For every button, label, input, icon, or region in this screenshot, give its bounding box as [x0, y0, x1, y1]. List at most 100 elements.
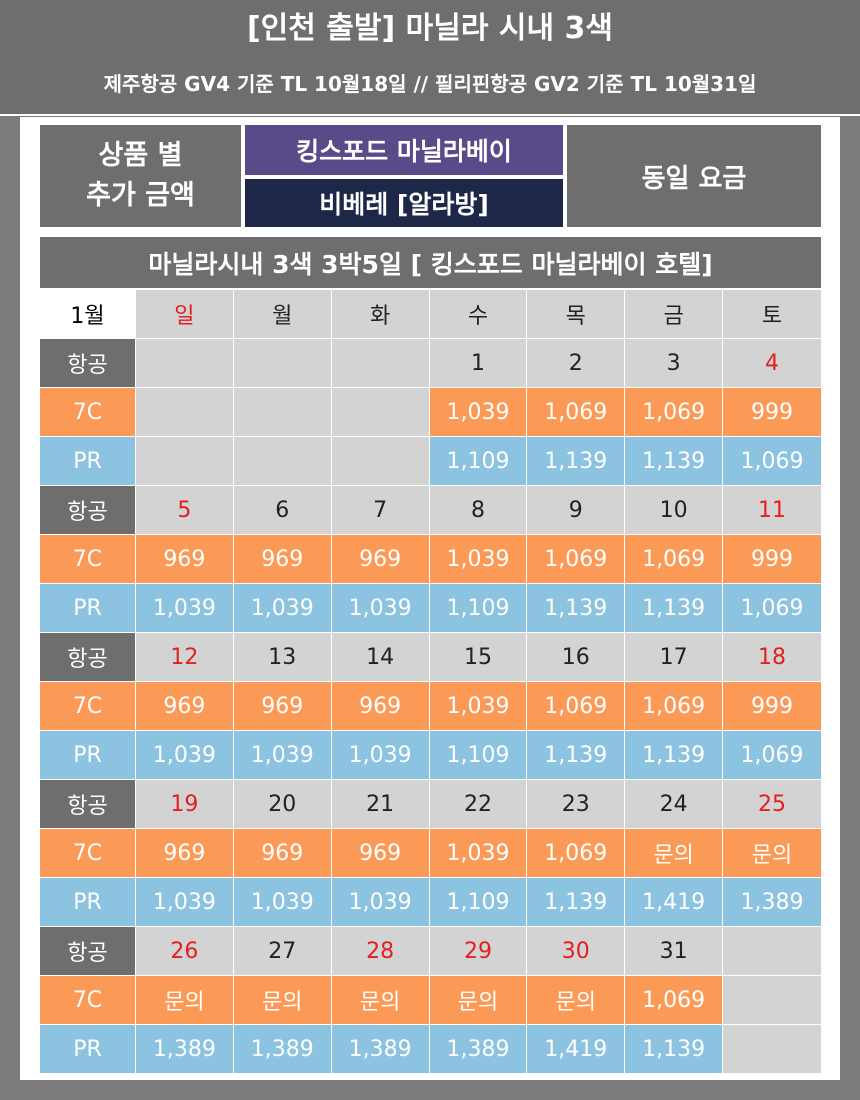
date-cell: [723, 927, 821, 976]
date-cell: 25: [723, 780, 821, 829]
price-cell: 999: [723, 535, 821, 584]
price-cell: 1,389: [429, 1025, 528, 1074]
weekday-wed: 수: [429, 290, 528, 339]
date-cell: 3: [625, 339, 724, 388]
airline-row-label: 항공: [40, 339, 136, 388]
price-cell: 1,069: [625, 535, 724, 584]
price-cell: 문의: [331, 976, 430, 1025]
price-row-7c: 7C 969 969 969 1,039 1,069 1,069 999: [40, 535, 821, 584]
same-price-note: 동일 요금: [567, 125, 821, 227]
date-cell: 23: [527, 780, 626, 829]
page-header: [인천 출발] 마닐라 시내 3색 제주항공 GV4 기준 TL 10월18일 …: [0, 0, 860, 116]
price-cell: 1,039: [136, 584, 234, 633]
price-cell: 999: [723, 682, 821, 731]
date-cell: [233, 339, 332, 388]
price-cell: 1,139: [527, 731, 626, 780]
price-cell: 1,039: [429, 682, 528, 731]
date-cell: 21: [331, 780, 430, 829]
price-cell: 1,069: [625, 388, 724, 437]
package-banner: 마닐라시내 3색 3박5일 [ 킹스포드 마닐라베이 호텔]: [40, 237, 821, 288]
date-row: 항공 19 20 21 22 23 24 25: [40, 780, 821, 829]
price-cell: [233, 388, 332, 437]
price-row-7c: 7C 969 969 969 1,039 1,069 문의 문의: [40, 829, 821, 878]
price-cell: 1,139: [527, 437, 626, 486]
airline-code-label: 7C: [40, 682, 136, 731]
weekday-tue: 화: [331, 290, 430, 339]
date-cell: 8: [429, 486, 528, 535]
date-cell: 7: [331, 486, 430, 535]
airline-row-label: 항공: [40, 486, 136, 535]
price-cell: 1,069: [527, 535, 626, 584]
price-cell: 969: [331, 682, 430, 731]
summary-label-line2: 추가 금액: [86, 180, 195, 211]
price-cell: 1,069: [723, 731, 821, 780]
airline-code-label: 7C: [40, 976, 136, 1025]
price-cell: 1,139: [625, 584, 724, 633]
month-label: 1월: [40, 290, 136, 339]
price-cell: 1,419: [625, 878, 724, 927]
airline-row-label: 항공: [40, 780, 136, 829]
airline-row-label: 항공: [40, 927, 136, 976]
weekday-sun: 일: [136, 290, 234, 339]
date-cell: 15: [429, 633, 528, 682]
date-cell: 22: [429, 780, 528, 829]
airline-code-label: 7C: [40, 388, 136, 437]
date-cell: 17: [625, 633, 724, 682]
date-cell: 29: [429, 927, 528, 976]
price-row-pr: PR 1,389 1,389 1,389 1,389 1,419 1,139: [40, 1025, 821, 1074]
summary-label-line1: 상품 별: [98, 140, 183, 171]
date-cell: 20: [233, 780, 332, 829]
date-cell: 5: [136, 486, 234, 535]
date-cell: 11: [723, 486, 821, 535]
price-cell: 1,039: [136, 878, 234, 927]
price-cell: 969: [331, 829, 430, 878]
weekday-mon: 월: [233, 290, 332, 339]
price-row-7c: 7C 문의 문의 문의 문의 문의 1,069: [40, 976, 821, 1025]
price-cell: 1,109: [429, 878, 528, 927]
price-cell: [723, 1025, 821, 1074]
price-cell: 1,069: [625, 976, 724, 1025]
content-panel: 상품 별 추가 금액 킹스포드 마닐라베이 비베레 [알라방] 동일 요금 마닐…: [20, 117, 840, 1080]
price-calendar: 1월 일 월 화 수 목 금 토 항공 1 2 3 4 7C 1,039 1,069 1,069 999 PR 1,1…: [40, 290, 821, 1074]
hotel-option-2: 비베레 [알라방]: [245, 179, 563, 227]
date-cell: [331, 339, 430, 388]
price-cell: 969: [233, 829, 332, 878]
date-cell: 30: [527, 927, 626, 976]
date-cell: 1: [429, 339, 528, 388]
price-cell: [331, 437, 430, 486]
price-cell: 1,139: [625, 1025, 724, 1074]
price-cell: 1,069: [723, 437, 821, 486]
weekday-header-row: 1월 일 월 화 수 목 금 토: [40, 290, 821, 339]
price-cell: [233, 437, 332, 486]
price-cell: 1,109: [429, 731, 528, 780]
price-cell: 1,389: [136, 1025, 234, 1074]
price-cell: 1,039: [331, 878, 430, 927]
price-cell: 1,069: [527, 682, 626, 731]
date-cell: 24: [625, 780, 724, 829]
price-cell: 1,069: [625, 682, 724, 731]
price-row-pr: PR 1,039 1,039 1,039 1,109 1,139 1,139 1,069: [40, 731, 821, 780]
date-row: 항공 12 13 14 15 16 17 18: [40, 633, 821, 682]
price-cell: 1,139: [625, 731, 724, 780]
airline-code-label: PR: [40, 584, 136, 633]
price-cell: 1,139: [625, 437, 724, 486]
date-row: 항공 1 2 3 4: [40, 339, 821, 388]
date-cell: 10: [625, 486, 724, 535]
airline-code-label: 7C: [40, 535, 136, 584]
price-cell: 1,039: [233, 878, 332, 927]
date-cell: 18: [723, 633, 821, 682]
price-cell: 999: [723, 388, 821, 437]
price-cell: 1,039: [331, 731, 430, 780]
price-cell: 1,419: [527, 1025, 626, 1074]
airline-code-label: PR: [40, 878, 136, 927]
weekday-fri: 금: [625, 290, 724, 339]
price-cell: 1,109: [429, 584, 528, 633]
price-cell: 969: [331, 535, 430, 584]
price-cell: [331, 388, 430, 437]
price-row-pr: PR 1,039 1,039 1,039 1,109 1,139 1,419 1,389: [40, 878, 821, 927]
price-row-pr: PR 1,109 1,139 1,139 1,069: [40, 437, 821, 486]
price-cell: [136, 388, 234, 437]
price-cell: 문의: [527, 976, 626, 1025]
airline-code-label: PR: [40, 437, 136, 486]
